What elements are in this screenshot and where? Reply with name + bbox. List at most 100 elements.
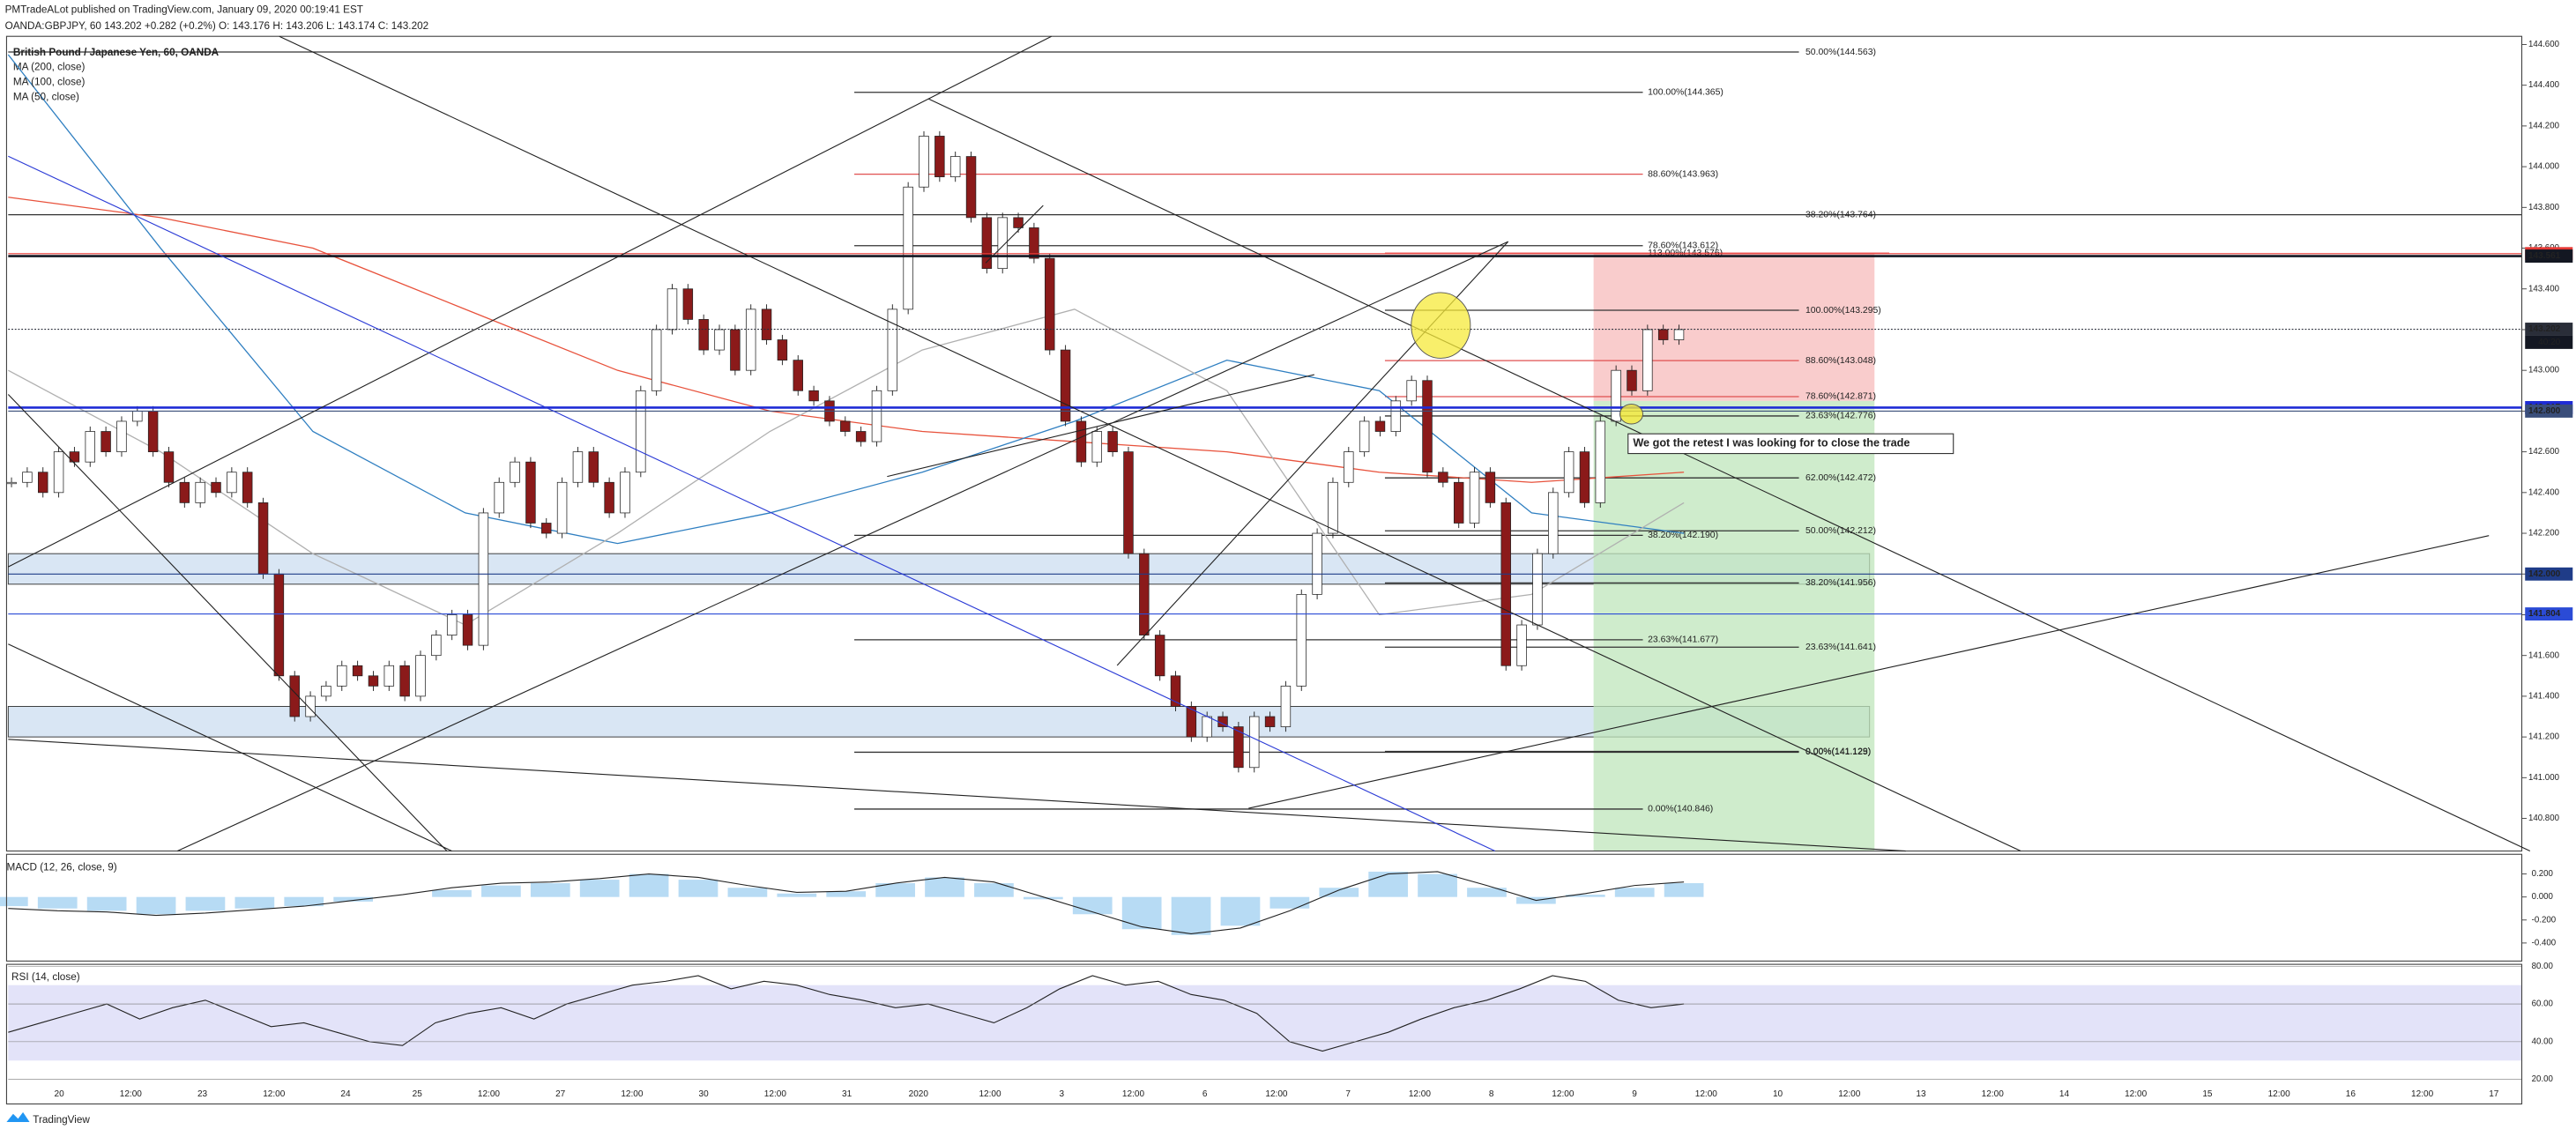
y-tick-label: 143.400 (2528, 284, 2560, 294)
stop-zone (1593, 253, 1875, 401)
fib-label: 23.63%(141.677) (1648, 635, 1718, 645)
x-tick-label: 20 (54, 1089, 64, 1099)
candle (321, 685, 331, 697)
x-tick-label: 12:00 (2411, 1089, 2434, 1099)
macd-histogram (826, 891, 867, 897)
candle (1296, 593, 1307, 687)
macd-histogram (1418, 873, 1457, 897)
y-tick-label: 143.800 (2528, 203, 2560, 212)
candle (855, 431, 867, 442)
candle (1579, 451, 1590, 503)
highlight (1619, 404, 1643, 425)
candle (666, 288, 678, 331)
rsi-line (8, 975, 1685, 1052)
trendline (927, 98, 2531, 852)
trendline (887, 374, 1314, 478)
candle (588, 451, 599, 483)
highlight (1411, 292, 1471, 359)
candle (494, 481, 504, 514)
x-tick-label: 17 (2489, 1089, 2499, 1099)
price-tag (2525, 249, 2573, 264)
trendline (7, 394, 448, 851)
x-tick-label: 31 (842, 1089, 852, 1099)
candle (273, 573, 285, 677)
rsi-pane (5, 963, 2523, 1105)
candle (399, 665, 410, 697)
macd-histogram (284, 896, 324, 907)
annotation: We got the retest I was looking for to c… (1633, 437, 1910, 450)
price-tag-label: 142.800 (2528, 406, 2561, 416)
fib-label: 0.00%(140.846) (1648, 805, 1713, 814)
macd-histogram (432, 889, 472, 897)
macd-tick-label: -0.400 (2532, 938, 2557, 948)
candle (195, 481, 205, 503)
candle (1123, 451, 1134, 554)
candle (415, 655, 426, 697)
macd-histogram (974, 883, 1014, 897)
candle (1548, 492, 1559, 554)
candle (1374, 420, 1386, 432)
candle (227, 472, 237, 494)
target-zone (1593, 400, 1875, 851)
y-tick-label: 142.400 (2528, 487, 2560, 497)
candle (1107, 431, 1118, 452)
candle (478, 512, 489, 646)
candle (1202, 716, 1212, 738)
macd-histogram (1319, 888, 1359, 897)
fib-label: 78.60%(143.612) (1648, 242, 1718, 251)
candle (211, 481, 221, 494)
candle (1627, 369, 1637, 391)
trendline (985, 204, 1044, 264)
x-tick-label: 3 (1059, 1089, 1064, 1099)
candle (22, 472, 33, 483)
x-tick-label: 12:00 (1265, 1089, 1288, 1099)
candle (1328, 481, 1338, 534)
candle (1390, 400, 1402, 432)
fib-label: 0.00%(141.129) (1805, 747, 1871, 756)
x-tick-label: 12:00 (1122, 1089, 1145, 1099)
x-tick-label: 12:00 (2125, 1089, 2148, 1099)
candle (793, 360, 803, 391)
candle (1154, 635, 1165, 677)
candle (1469, 472, 1480, 524)
rsi-title: RSI (14, close) (11, 971, 80, 983)
x-tick-label: 2020 (909, 1089, 929, 1099)
fib-label: 38.20%(141.956) (1805, 578, 1876, 588)
candle (1438, 472, 1448, 483)
macd-tick-label: -0.200 (2532, 915, 2557, 925)
candle (698, 319, 709, 351)
candle (1280, 685, 1292, 727)
trendline (8, 35, 1052, 568)
support-zone (7, 553, 1871, 585)
y-tick-label: 144.000 (2528, 162, 2560, 172)
candle (761, 308, 772, 340)
legend-entry: MA (200, close) (13, 62, 86, 73)
candle (934, 136, 945, 178)
macd-histogram (1220, 896, 1261, 926)
y-tick-label: 144.200 (2528, 121, 2560, 130)
macd-histogram (1072, 896, 1113, 915)
y-tick-label: 141.200 (2528, 732, 2560, 742)
macd-pane (5, 853, 2523, 962)
price-tag (2525, 607, 2573, 621)
trendline (8, 739, 1906, 852)
y-tick-label: 142.600 (2528, 447, 2560, 457)
y-tick-label: 142.200 (2528, 529, 2560, 539)
x-tick-label: 12:00 (120, 1089, 143, 1099)
candle (1076, 420, 1087, 463)
y-tick-label: 141.000 (2528, 773, 2560, 783)
price-tag-label: 143.561 (2528, 251, 2561, 261)
price-pane (5, 35, 2523, 852)
fib-label: 88.60%(143.048) (1805, 356, 1876, 366)
candle (1673, 329, 1685, 340)
fib-label: 23.63%(142.776) (1805, 412, 1876, 421)
fib-label: 78.60%(142.871) (1805, 392, 1876, 402)
rsi-tick-label: 20.00 (2532, 1074, 2554, 1084)
macd-histogram (1269, 896, 1310, 909)
logo (6, 1111, 30, 1123)
candle (745, 308, 756, 371)
macd-histogram (875, 883, 915, 897)
candle (257, 502, 269, 575)
candle (352, 665, 363, 677)
